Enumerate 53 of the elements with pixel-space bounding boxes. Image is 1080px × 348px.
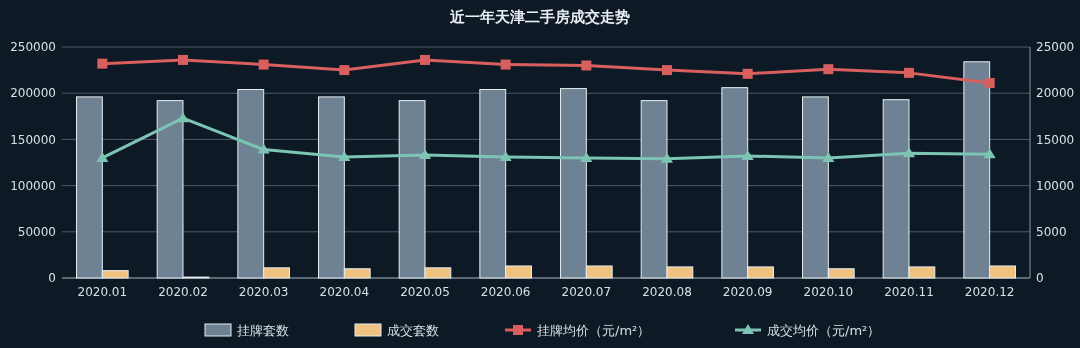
point xyxy=(661,152,673,163)
point xyxy=(178,54,188,65)
point xyxy=(662,65,672,76)
chart-title: 近一年天津二手房成交走势 xyxy=(449,8,630,26)
point xyxy=(420,54,430,65)
x-tick-label: 2020.08 xyxy=(642,285,692,299)
point xyxy=(904,67,914,78)
point xyxy=(96,151,109,162)
legend-label: 挂牌均价（元/m²） xyxy=(537,322,651,338)
legend-label: 挂牌套数 xyxy=(237,322,289,338)
point xyxy=(581,60,592,71)
point xyxy=(823,64,834,75)
x-tick-label: 2020.03 xyxy=(238,285,289,299)
y2-tick-label: 10000 xyxy=(1036,178,1075,193)
point xyxy=(258,59,269,70)
point xyxy=(339,65,350,76)
x-tick-label: 2020.11 xyxy=(884,285,934,299)
point xyxy=(500,59,511,70)
y2-tick-label: 15000 xyxy=(1036,132,1075,147)
y-tick-label: 200000 xyxy=(10,86,56,101)
x-tick-label: 2020.07 xyxy=(561,285,612,299)
point xyxy=(580,151,593,162)
y-tick-label: 50000 xyxy=(17,225,56,239)
y-tick-label: 250000 xyxy=(10,40,56,55)
point xyxy=(984,78,995,89)
x-tick-label: 2020.02 xyxy=(158,285,208,299)
point xyxy=(257,143,270,154)
point xyxy=(741,150,754,161)
x-tick-label: 2020.12 xyxy=(964,285,1015,299)
x-tick-label: 2020.01 xyxy=(77,285,128,299)
point xyxy=(903,147,915,158)
x-tick-label: 2020.04 xyxy=(319,285,370,299)
x-tick-label: 2020.06 xyxy=(480,285,531,299)
legend-label: 成交均价（元/m²） xyxy=(767,322,881,338)
y-tick-label: 100000 xyxy=(10,178,56,193)
point xyxy=(822,151,835,162)
point xyxy=(338,150,351,161)
x-tick-label: 2020.09 xyxy=(722,285,773,299)
y2-tick-label: 0 xyxy=(1036,271,1044,286)
y2-tick-label: 5000 xyxy=(1036,225,1067,239)
point xyxy=(177,112,189,123)
point xyxy=(983,148,996,159)
point xyxy=(742,68,753,79)
y2-tick-label: 20000 xyxy=(1036,86,1075,101)
x-tick-label: 2020.05 xyxy=(400,285,450,299)
point xyxy=(97,58,108,69)
point xyxy=(419,149,431,160)
y-tick-label: 0 xyxy=(48,271,56,286)
x-tick-label: 2020.10 xyxy=(803,285,854,299)
y2-tick-label: 25000 xyxy=(1036,40,1075,55)
legend-label: 成交套数 xyxy=(387,322,439,338)
y-tick-label: 150000 xyxy=(10,132,56,147)
point xyxy=(499,150,512,161)
